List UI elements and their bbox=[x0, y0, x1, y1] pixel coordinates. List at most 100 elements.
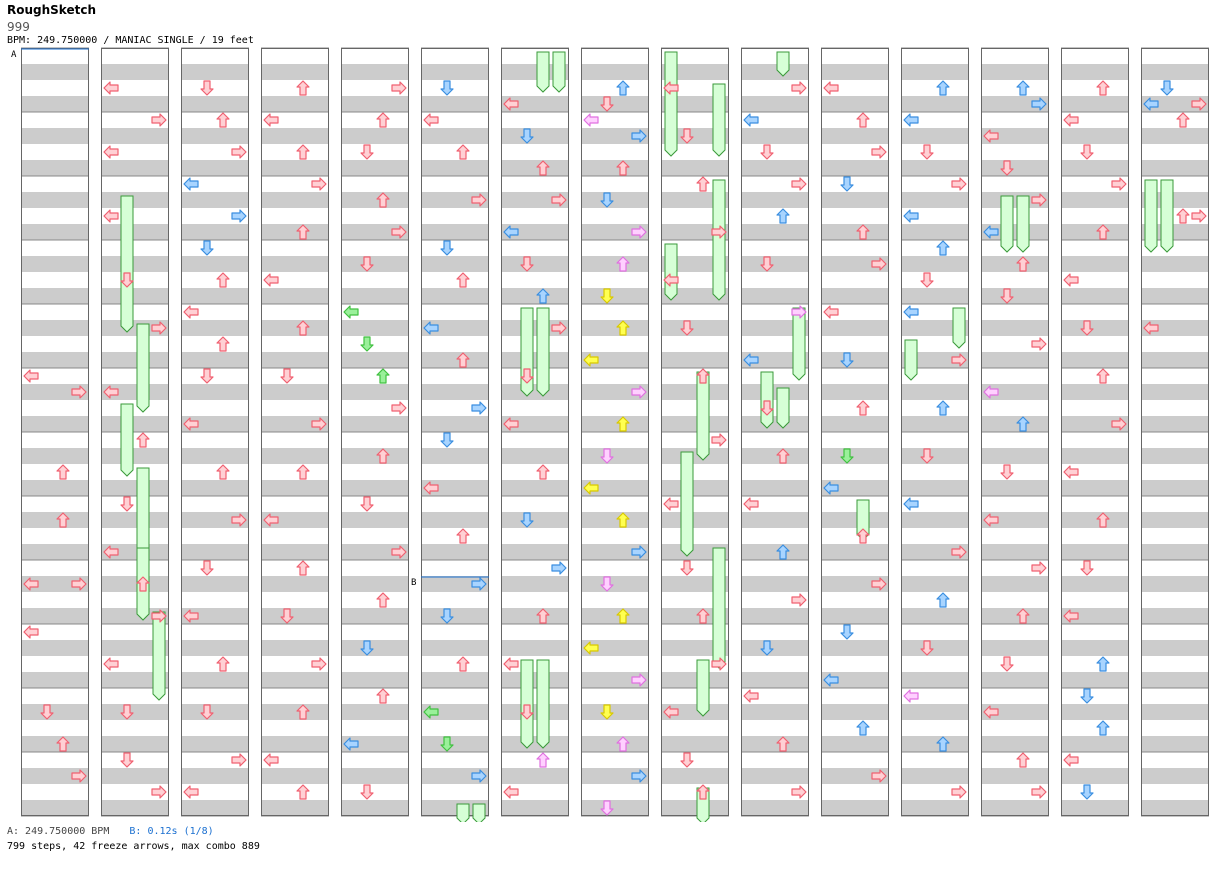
freeze-arrow bbox=[536, 659, 550, 749]
beat-stripe bbox=[181, 128, 249, 144]
beat-stripe bbox=[261, 256, 329, 272]
beat-stripe bbox=[501, 768, 569, 784]
beat-stripe bbox=[21, 640, 89, 656]
step-arrow bbox=[951, 545, 967, 559]
beat-stripe bbox=[1061, 160, 1129, 176]
step-arrow bbox=[151, 785, 167, 799]
step-arrow bbox=[536, 288, 550, 304]
step-arrow bbox=[583, 481, 599, 495]
step-arrow bbox=[296, 80, 310, 96]
step-arrow bbox=[520, 512, 534, 528]
step-arrow bbox=[536, 608, 550, 624]
step-arrow bbox=[296, 704, 310, 720]
beat-stripe bbox=[741, 736, 809, 752]
beat-stripe bbox=[501, 448, 569, 464]
column-border bbox=[981, 48, 1049, 816]
step-arrow bbox=[1080, 320, 1094, 336]
beat-stripe bbox=[501, 800, 569, 816]
chart-column bbox=[581, 47, 649, 817]
beat-stripe bbox=[181, 384, 249, 400]
step-arrow bbox=[471, 577, 487, 591]
step-arrow bbox=[263, 273, 279, 287]
beat-stripe bbox=[101, 800, 169, 816]
step-arrow bbox=[503, 657, 519, 671]
beat-stripe bbox=[341, 736, 409, 752]
step-arrow bbox=[183, 177, 199, 191]
step-stats: 799 steps, 42 freeze arrows, max combo 8… bbox=[7, 841, 260, 852]
step-arrow bbox=[936, 80, 950, 96]
step-arrow bbox=[423, 705, 439, 719]
beat-stripe bbox=[421, 544, 489, 560]
beat-stripe bbox=[1141, 160, 1209, 176]
beat-stripe bbox=[661, 384, 729, 400]
beat-stripe bbox=[21, 672, 89, 688]
beat-stripe bbox=[1061, 192, 1129, 208]
step-arrow bbox=[103, 545, 119, 559]
beat-stripe bbox=[1061, 96, 1129, 112]
step-arrow bbox=[871, 145, 887, 159]
step-arrow bbox=[376, 688, 390, 704]
step-arrow bbox=[376, 368, 390, 384]
beat-stripe bbox=[101, 544, 169, 560]
beat-stripe bbox=[181, 96, 249, 112]
beat-stripe bbox=[21, 480, 89, 496]
beat-stripe bbox=[981, 640, 1049, 656]
step-arrow bbox=[423, 113, 439, 127]
step-arrow bbox=[440, 432, 454, 448]
beat-stripe bbox=[1061, 672, 1129, 688]
step-arrow bbox=[503, 785, 519, 799]
section-marker-label: B bbox=[411, 578, 416, 588]
column-border bbox=[341, 48, 409, 816]
beat-stripe bbox=[1061, 416, 1129, 432]
step-arrow bbox=[696, 784, 710, 800]
step-arrow bbox=[456, 656, 470, 672]
beat-stripe bbox=[501, 512, 569, 528]
beat-stripe bbox=[741, 608, 809, 624]
beat-stripe bbox=[501, 736, 569, 752]
beat-stripe bbox=[181, 704, 249, 720]
step-arrow bbox=[360, 496, 374, 512]
beat-stripe bbox=[821, 736, 889, 752]
step-arrow bbox=[296, 320, 310, 336]
beat-stripe bbox=[261, 480, 329, 496]
beat-stripe bbox=[981, 224, 1049, 240]
step-arrow bbox=[1063, 753, 1079, 767]
beat-stripe bbox=[901, 640, 969, 656]
step-arrow bbox=[1191, 97, 1207, 111]
step-arrow bbox=[1016, 608, 1030, 624]
freeze-arrow bbox=[776, 51, 790, 77]
beat-stripe bbox=[661, 160, 729, 176]
step-arrow bbox=[600, 704, 614, 720]
bpm-b-label: B: 0.12s (1/8) bbox=[129, 826, 214, 837]
step-arrow bbox=[760, 256, 774, 272]
step-arrow bbox=[616, 160, 630, 176]
beat-stripe bbox=[181, 640, 249, 656]
step-arrow bbox=[183, 417, 199, 431]
beat-stripe bbox=[661, 800, 729, 816]
step-arrow bbox=[103, 209, 119, 223]
step-arrow bbox=[183, 305, 199, 319]
beat-stripe bbox=[901, 416, 969, 432]
beat-stripe bbox=[501, 416, 569, 432]
step-arrow bbox=[360, 144, 374, 160]
beat-stripe bbox=[181, 512, 249, 528]
beat-stripe bbox=[1141, 512, 1209, 528]
step-arrow bbox=[343, 305, 359, 319]
step-arrow bbox=[903, 305, 919, 319]
beat-stripe bbox=[821, 288, 889, 304]
step-arrow bbox=[583, 641, 599, 655]
step-arrow bbox=[56, 512, 70, 528]
beat-stripe bbox=[501, 192, 569, 208]
step-arrow bbox=[903, 689, 919, 703]
step-arrow bbox=[823, 673, 839, 687]
beat-stripe bbox=[421, 288, 489, 304]
beat-stripe bbox=[181, 416, 249, 432]
beat-stripe bbox=[501, 128, 569, 144]
beat-stripe bbox=[421, 224, 489, 240]
beat-stripe bbox=[341, 480, 409, 496]
beat-stripe bbox=[261, 128, 329, 144]
beat-stripe bbox=[821, 64, 889, 80]
beat-stripe bbox=[181, 352, 249, 368]
step-arrow bbox=[296, 464, 310, 480]
beat-stripe bbox=[1061, 576, 1129, 592]
